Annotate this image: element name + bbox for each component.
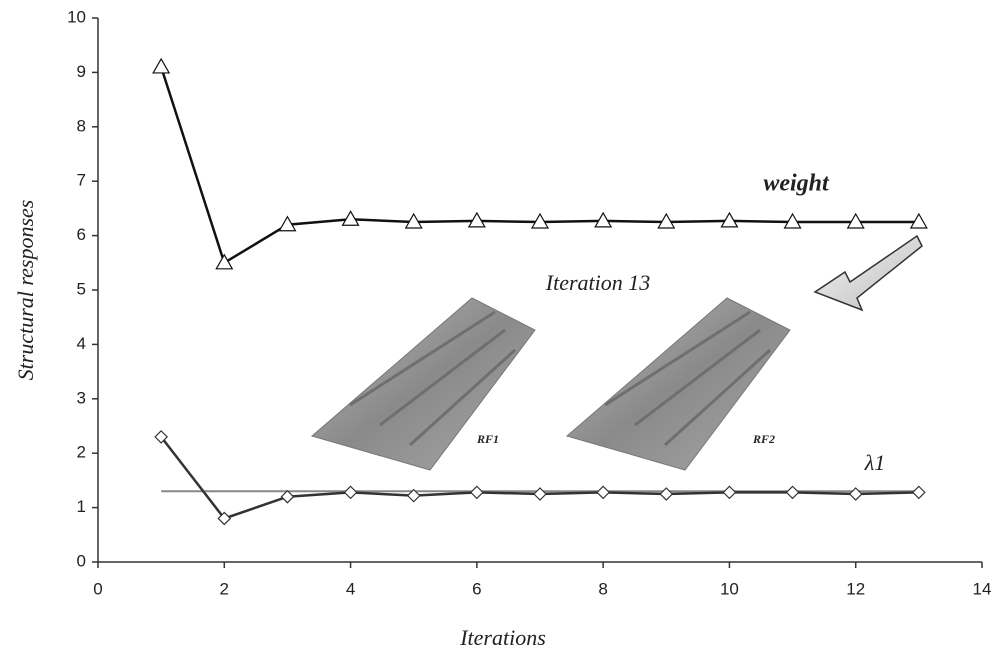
y-tick-label: 9 xyxy=(77,62,86,81)
y-axis-label: Structural responses xyxy=(13,200,38,381)
point-marker xyxy=(913,486,925,498)
series-line xyxy=(161,437,919,519)
x-tick-label: 10 xyxy=(720,579,739,598)
point-marker xyxy=(345,486,357,498)
point-marker xyxy=(153,59,169,73)
y-tick-label: 1 xyxy=(77,497,86,516)
x-tick-label: 6 xyxy=(472,579,481,598)
y-tick-label: 7 xyxy=(77,171,86,190)
series-line xyxy=(161,67,919,263)
x-tick-label: 12 xyxy=(846,579,865,598)
y-tick-label: 10 xyxy=(67,7,86,26)
chart: weight λ1 Iteration 13 RF1 RF2 Iteration… xyxy=(0,0,1004,657)
y-tick-label: 3 xyxy=(77,388,86,407)
point-marker xyxy=(787,486,799,498)
point-marker xyxy=(660,488,672,500)
arrow xyxy=(815,236,922,310)
point-marker xyxy=(723,486,735,498)
point-marker xyxy=(281,491,293,503)
x-tick-label: 2 xyxy=(220,579,229,598)
x-tick-label: 14 xyxy=(973,579,992,598)
point-marker xyxy=(216,255,232,269)
point-marker xyxy=(471,486,483,498)
x-tick-label: 0 xyxy=(93,579,102,598)
y-tick-label: 4 xyxy=(77,334,86,353)
y-tick-label: 2 xyxy=(77,443,86,462)
x-tick-label: 8 xyxy=(598,579,607,598)
annotation: RF2 xyxy=(752,432,775,446)
point-marker xyxy=(534,488,546,500)
series-label: weight xyxy=(763,171,830,197)
annotation: RF1 xyxy=(476,432,499,446)
point-marker xyxy=(850,488,862,500)
y-tick-label: 0 xyxy=(77,551,86,570)
point-marker xyxy=(597,486,609,498)
y-tick-label: 6 xyxy=(77,225,86,244)
series-label: λ1 xyxy=(864,450,886,475)
annotation: Iteration 13 xyxy=(545,270,651,295)
y-tick-label: 8 xyxy=(77,116,86,135)
surface-plots xyxy=(312,298,790,470)
y-tick-label: 5 xyxy=(77,279,86,298)
x-axis-label: Iterations xyxy=(459,625,546,650)
x-tick-label: 4 xyxy=(346,579,355,598)
